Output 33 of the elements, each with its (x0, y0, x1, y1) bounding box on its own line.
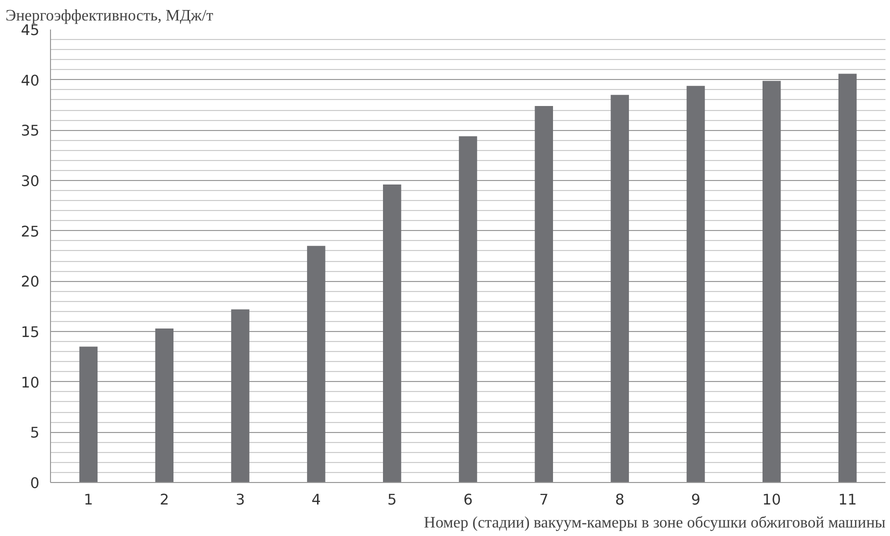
x-tick-label: 6 (463, 492, 473, 508)
y-tick-label: 10 (20, 374, 40, 392)
y-tick-label: 40 (20, 72, 40, 90)
x-tick-label: 10 (762, 492, 781, 508)
y-tick-label: 20 (20, 274, 40, 291)
x-tick-label: 9 (691, 492, 700, 508)
bar (231, 309, 250, 482)
bar (155, 328, 174, 482)
bar (458, 136, 478, 482)
x-tick-label: 1 (84, 492, 94, 508)
x-tick-label: 11 (838, 492, 857, 508)
x-tick-label: 5 (387, 492, 397, 508)
y-tick-label: 35 (20, 122, 40, 140)
y-axis-title: Энергоэффективность, МДж/т (6, 8, 214, 24)
x-tick-label: 2 (160, 492, 170, 508)
bar (382, 184, 402, 482)
bar (307, 246, 326, 482)
x-axis-title: Номер (стадии) вакуум-камеры в зоне обсушки обжиговой машины (424, 514, 886, 532)
bar (534, 106, 554, 482)
y-tick-label: 30 (20, 173, 40, 190)
x-tick-label: 8 (615, 492, 624, 508)
y-tick-label: 0 (30, 475, 40, 492)
bar (79, 346, 98, 482)
bar (838, 74, 857, 482)
y-tick-label: 5 (30, 424, 40, 442)
x-tick-label: 7 (539, 492, 549, 508)
bar (686, 86, 705, 482)
bar (762, 80, 781, 482)
y-tick-label: 25 (20, 223, 40, 240)
bar (610, 94, 629, 482)
y-tick-label: 15 (20, 324, 40, 341)
x-tick-label: 3 (236, 492, 245, 508)
x-tick-label: 4 (312, 492, 321, 508)
